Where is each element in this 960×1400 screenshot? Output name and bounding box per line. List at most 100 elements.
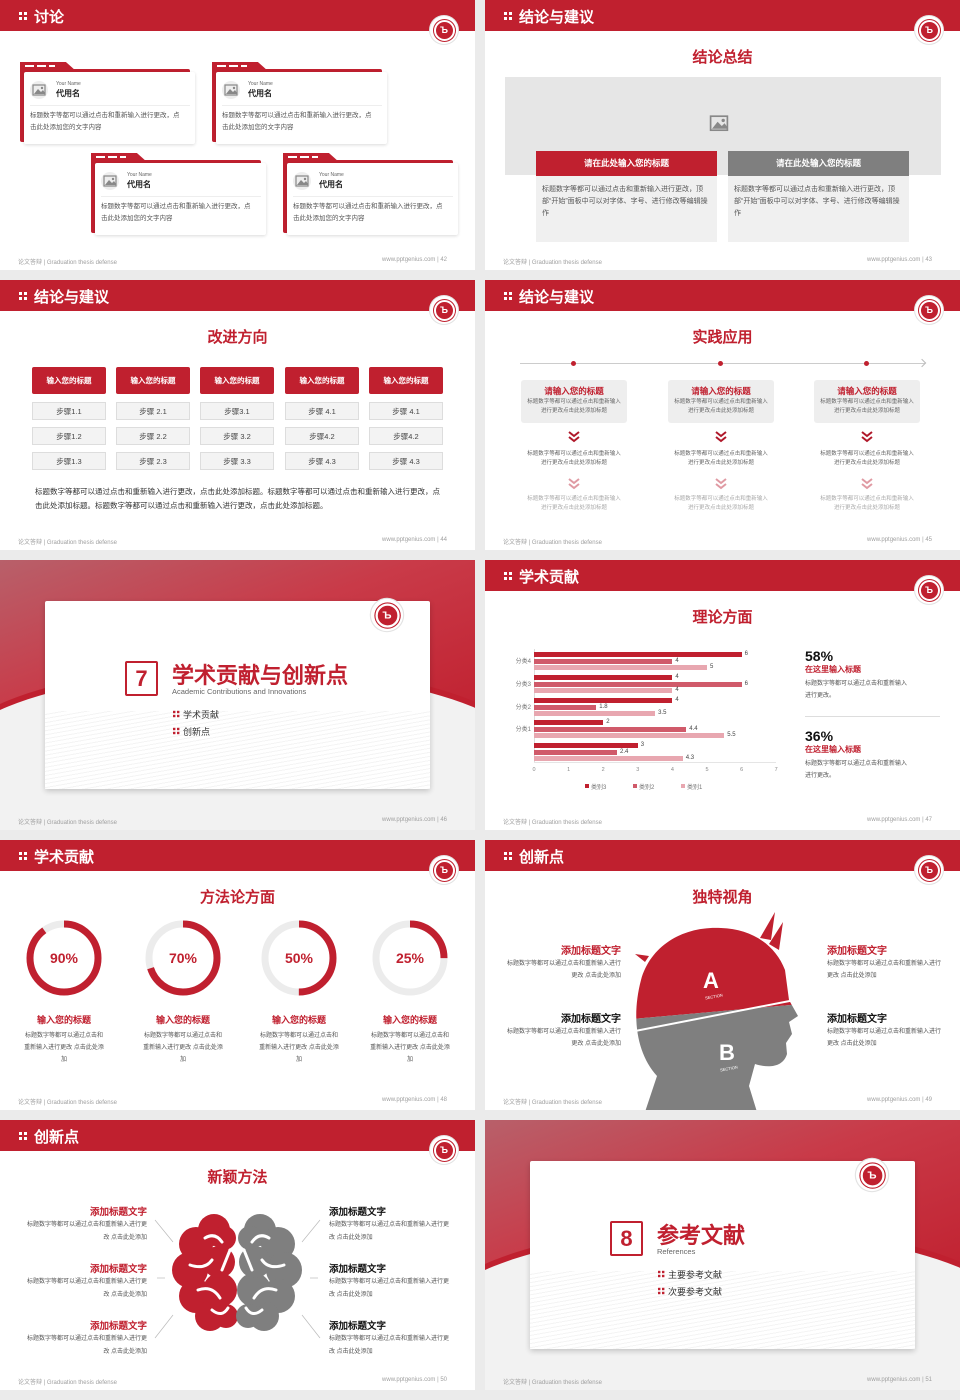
logo-emblem: Ъ (374, 602, 400, 628)
header-bar (485, 840, 960, 871)
chevron-down-icon (714, 430, 728, 444)
card-text: 标题数字等都可以通过点击和重新输入进行更改，点击此处添加您的文字内容 (101, 203, 251, 222)
dots-icon (19, 852, 29, 860)
item-title: 添加标题文字 (329, 1321, 387, 1332)
footer-url: www.pptgenius.com (382, 1377, 436, 1383)
dots-icon (658, 1270, 666, 1278)
progress-ring: 50% (259, 918, 339, 998)
x-tick-label: 0 (532, 767, 536, 773)
bar (534, 658, 673, 664)
item-title: 添加标题文字 (89, 1321, 147, 1332)
header-bar (0, 0, 475, 31)
legend-swatch (681, 784, 685, 788)
ring-title: 输入您的标题 (155, 1015, 210, 1025)
footer-right: www.pptgenius.com | 48 (382, 1097, 447, 1103)
logo: Ъ (915, 576, 943, 604)
ring-label: 70% (168, 950, 198, 966)
name-cn: 代用名 (127, 180, 151, 189)
box-title: 请在此处输入您的标题 (536, 151, 717, 176)
page-number: 50 (440, 1377, 447, 1383)
data-label: 4.3 (685, 755, 695, 761)
slide-50[interactable]: 创新点 Ъ 论文答辩 | Graduation thesis defense www.… (0, 1120, 475, 1390)
practice-box: 请输入您的标题 标题数字等都可以通过点击和重新输入进行更改点击此处添加标题 (521, 380, 627, 423)
step-box: 步骤 4.1 (285, 402, 359, 420)
dots-icon (173, 727, 181, 735)
ring-svg (145, 920, 221, 996)
footer-left: 论文答辩 | Graduation thesis defense (503, 260, 602, 266)
dots-icon (504, 572, 514, 580)
page-number: 49 (925, 1097, 932, 1103)
footer-url: www.pptgenius.com (867, 537, 921, 543)
footer-right: www.pptgenius.com | 51 (867, 1377, 932, 1383)
practice-title: 请输入您的标题 (837, 386, 897, 396)
data-label: 4 (675, 697, 679, 703)
chevron-down-icon (714, 477, 728, 491)
item-text: 标题数字等都可以通过点击和重新输入进行更改 点击此处添加 (329, 1279, 450, 1298)
divider (805, 716, 940, 717)
step-box: 步骤3.1 (200, 402, 274, 420)
section-a-letter: A (703, 968, 719, 993)
divider (30, 105, 190, 106)
avatar-image-icon (30, 81, 48, 99)
legend-item: 类别2 (633, 782, 678, 791)
footer-left: 论文答辩 | Graduation thesis defense (503, 820, 602, 826)
slide-subtitle: 改进方向 (207, 329, 268, 346)
bar (534, 652, 742, 657)
logo-emblem: Ъ (918, 579, 940, 601)
slide-45[interactable]: 结论与建议 Ъ 论文答辩 | Graduation thesis defense ww… (485, 280, 960, 550)
x-tick-label: 7 (774, 767, 778, 773)
section-title-en: References (657, 1247, 696, 1256)
chevron-down-icon (860, 430, 874, 444)
slide-49[interactable]: 创新点 Ъ 论文答辩 | Graduation thesis defense www.… (485, 840, 960, 1110)
slide-42[interactable]: 讨论 Ъ 论文答辩 | Graduation thesis defense www.p… (0, 0, 475, 270)
divider (293, 196, 453, 197)
slide-48[interactable]: 学术贡献 Ъ 论文答辩 | Graduation thesis defense www… (0, 840, 475, 1110)
profile-card: Your Name 代用名 标题数字等都可以通过点击和重新输入进行更改，点击此处添加… (212, 62, 387, 144)
wave-pattern (45, 711, 430, 789)
chevron-down-icon (567, 430, 581, 444)
logo: Ъ (370, 598, 404, 632)
legend-item: 类别1 (681, 782, 726, 791)
footer-right: www.pptgenius.com | 43 (867, 257, 932, 263)
bar (534, 743, 638, 748)
footer-right: www.pptgenius.com | 47 (867, 817, 932, 823)
ring-svg (261, 920, 337, 996)
x-tick-label: 1 (567, 767, 571, 773)
ring-text: 标题数字等都可以通过点击和重新输入进行更改 点击此处添加 (24, 1033, 104, 1063)
bar (534, 665, 707, 670)
slide-46[interactable]: Ъ 7 学术贡献与创新点 Academic Contributions and Inn… (0, 560, 475, 830)
logo: Ъ (855, 1158, 889, 1192)
logo-emblem: Ъ (918, 859, 940, 881)
name-en: Your Name (127, 172, 152, 178)
item-title: 添加标题文字 (561, 1014, 621, 1025)
data-label: 1.8 (599, 703, 608, 710)
slide-43[interactable]: 结论与建议 Ъ 论文答辩 | Graduation thesis defense ww… (485, 0, 960, 270)
progress-ring: 25% (370, 918, 450, 998)
step-box: 步骤 2.1 (116, 402, 190, 420)
slide-51[interactable]: Ъ 8 参考文献 References 主要参考文献 次要参考文献 论文答辩 | Gradu… (485, 1120, 960, 1390)
logo: Ъ (915, 856, 943, 884)
x-tick-label: 6 (740, 767, 744, 773)
logo-emblem: Ъ (433, 19, 455, 41)
timeline-dot (864, 361, 869, 366)
head-silhouette (485, 840, 960, 1110)
item-text: 标题数字等都可以通过点击和重新输入进行更改 点击此处添加 (26, 1336, 147, 1355)
bar (534, 675, 673, 680)
slide-47[interactable]: 学术贡献 Ъ 论文答辩 | Graduation thesis defense www… (485, 560, 960, 830)
ring-label: 90% (49, 950, 79, 966)
page-number: 45 (925, 537, 932, 543)
logo-emblem: Ъ (918, 19, 940, 41)
slide-title: 讨论 (34, 9, 65, 26)
footer-right: www.pptgenius.com | 46 (382, 817, 447, 823)
practice-text-3: 标题数字等都可以通过点击和重新输入进行更改点击此处添加标题 (527, 496, 621, 511)
column-header: 输入您的标题 (285, 367, 359, 394)
stat-value: 58% (805, 648, 834, 664)
ring-title: 输入您的标题 (382, 1015, 437, 1025)
footer-url: www.pptgenius.com (382, 1097, 436, 1103)
tab-dashes (96, 156, 126, 158)
slide-44[interactable]: 结论与建议 Ъ 论文答辩 | Graduation thesis defense ww… (0, 280, 475, 550)
section-number: 8 (610, 1221, 643, 1256)
practice-text-2: 标题数字等都可以通过点击和重新输入进行更改点击此处添加标题 (820, 451, 914, 466)
footer-left: 论文答辩 | Graduation thesis defense (18, 260, 117, 266)
stat-text: 标题数字等都可以通过点击和重新输入进行更改。 (805, 681, 908, 699)
